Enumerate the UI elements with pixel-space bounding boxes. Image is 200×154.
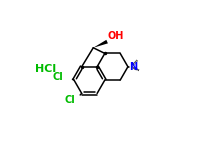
Text: Cl: Cl (52, 72, 63, 82)
Polygon shape (93, 40, 108, 48)
Text: N: N (129, 62, 138, 72)
Text: HCl: HCl (35, 64, 56, 74)
Text: Cl: Cl (65, 95, 76, 105)
Text: OH: OH (108, 31, 124, 41)
